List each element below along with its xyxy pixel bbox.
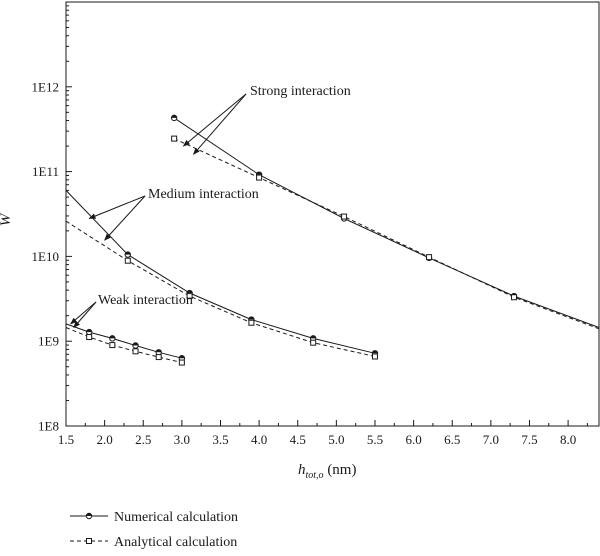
x-tick-label: 1.5: [58, 432, 74, 447]
analytical-point: [186, 293, 193, 300]
x-tick-label: 5.5: [367, 432, 383, 447]
analytical-line-group-0: [65, 327, 183, 364]
analytical-point: [124, 257, 131, 264]
marker-fill: [248, 316, 255, 320]
x-tick-label: 4.5: [290, 432, 306, 447]
x-tick-label: 2.0: [96, 432, 112, 447]
analytical-point: [426, 254, 433, 261]
marker-fill: [179, 355, 185, 359]
y-tick-label: 1E10: [32, 249, 59, 264]
marker-fill: [86, 513, 92, 516]
x-tick-label: 3.0: [174, 432, 190, 447]
analytical-point: [171, 135, 178, 142]
annotation-label: Strong interaction: [250, 84, 351, 99]
legend-marker: [85, 512, 93, 520]
x-tick-label: 3.5: [212, 432, 228, 447]
annotation-label: Weak interaction: [98, 293, 193, 308]
annotation-arrow: [182, 93, 247, 147]
analytical-point: [109, 342, 116, 349]
legend-label: Analytical calculation: [114, 535, 237, 550]
annotation-arrow: [88, 195, 146, 219]
annotation-label: Medium interaction: [148, 187, 259, 202]
x-tick-label: 6.5: [444, 432, 460, 447]
analytical-point: [155, 354, 162, 361]
analytical-point: [371, 353, 378, 360]
x-tick-label: 7.0: [483, 432, 499, 447]
plot-frame: [65, 1, 600, 427]
x-tick-label: 4.0: [251, 432, 267, 447]
marker-fill: [109, 335, 116, 339]
numerical-line-group-2: [173, 117, 600, 328]
analytical-line-group-2: [173, 138, 600, 330]
marker-fill: [132, 342, 139, 346]
numerical-point: [109, 335, 116, 342]
marker-fill: [171, 115, 177, 118]
marker-fill: [186, 290, 193, 294]
numerical-point: [124, 251, 131, 258]
x-tick-label: 8.0: [560, 432, 576, 447]
x-tick-label: 2.5: [135, 432, 151, 447]
analytical-point: [178, 359, 185, 366]
x-axis-title: htot,o (nm): [298, 462, 356, 481]
x-tick-label: 7.5: [521, 432, 537, 447]
axes-layer: 1.5 2.0 2.5 3.0 3.5 4.0 4.5 5.0 5.5 6.0 6.5 7.0 7.5 8…: [0, 1, 600, 481]
marker-fill: [310, 335, 316, 339]
annotation-arrow: [192, 93, 247, 155]
y-tick-label: 1E8: [38, 419, 59, 434]
y-axis-title: W: [0, 212, 14, 226]
x-tick-label: 6.0: [405, 432, 421, 447]
legend-label: Numerical calculation: [114, 510, 238, 525]
annotation-arrow: [70, 301, 97, 325]
x-tick-label: 5.0: [328, 432, 344, 447]
numerical-line-group-1: [65, 190, 376, 354]
legend-marker: [86, 538, 92, 544]
legend-entry: Analytical calculation: [70, 535, 237, 550]
series-layer: [65, 114, 600, 366]
numerical-line-group-0: [65, 323, 183, 359]
annotation-layer: Strong interaction Medium interaction Weak…: [70, 84, 351, 329]
analytical-line-group-1: [65, 220, 376, 357]
numerical-point: [85, 328, 93, 336]
legend-layer: Numerical calculation Analytical calculat…: [70, 510, 238, 550]
numerical-point: [132, 342, 139, 349]
analytical-point: [341, 213, 348, 220]
analytical-point: [248, 319, 255, 326]
marker-fill: [125, 251, 131, 255]
analytical-point: [511, 294, 518, 301]
annotation-arrow: [104, 195, 146, 241]
analytical-point: [132, 348, 139, 355]
legend-entry: Numerical calculation: [70, 510, 238, 525]
y-tick-label: 1E11: [32, 164, 59, 179]
marker-fill: [155, 349, 162, 353]
analytical-point: [310, 339, 317, 346]
analytical-point: [256, 174, 263, 181]
marker-fill: [256, 171, 262, 175]
marker-fill: [86, 329, 92, 333]
annotation-arrow: [73, 301, 97, 329]
y-tick-label: 1E9: [38, 334, 59, 349]
y-tick-label: 1E12: [32, 79, 59, 94]
analytical-point: [86, 334, 93, 341]
numerical-point: [170, 114, 178, 122]
marker-fill: [372, 350, 378, 354]
